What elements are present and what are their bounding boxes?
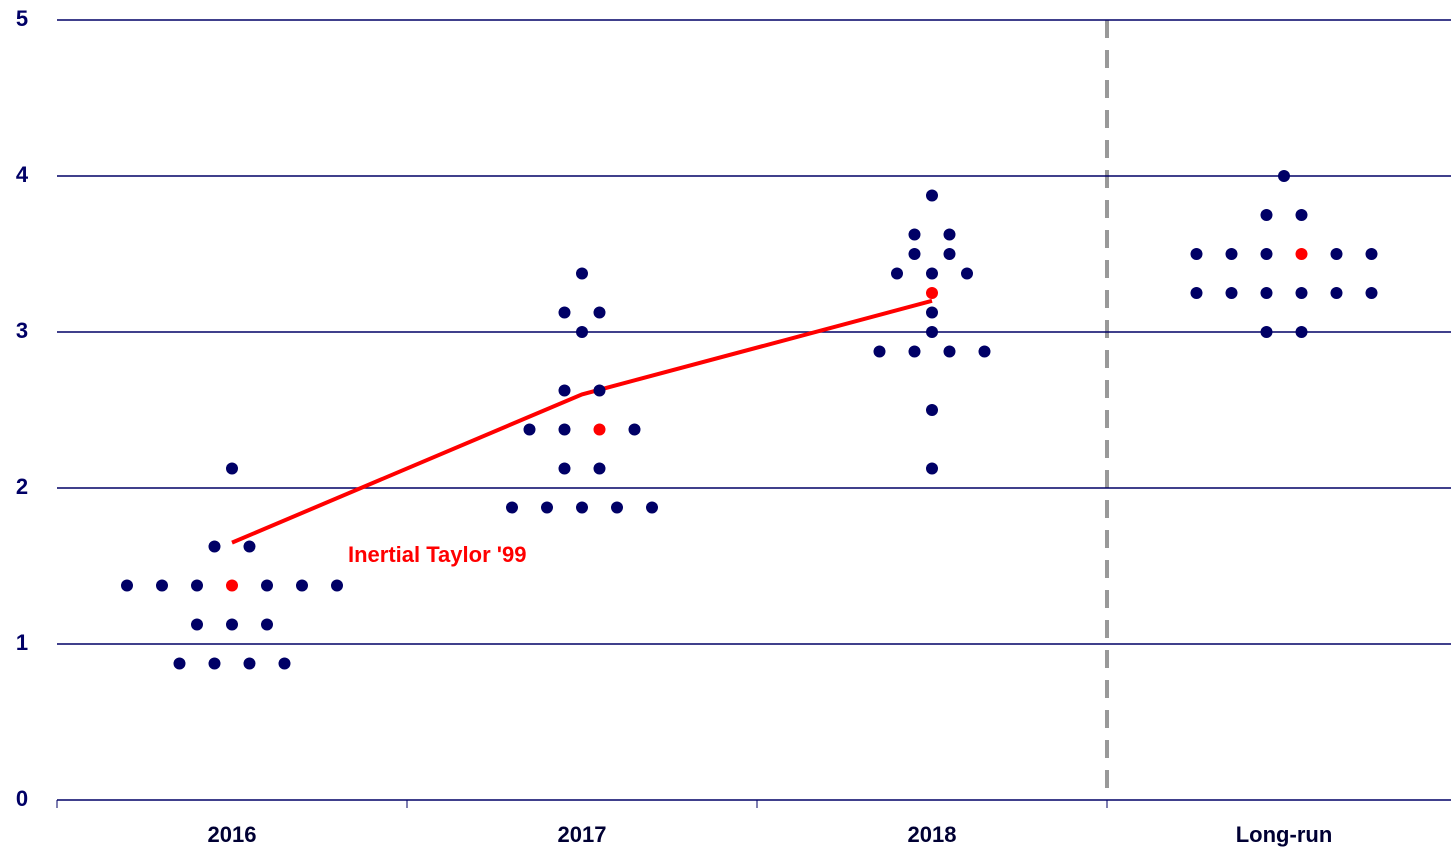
dot: [961, 267, 973, 280]
x-tick-label: Long-run: [1236, 822, 1333, 847]
dot: [243, 540, 256, 553]
y-tick-label: 2: [16, 474, 28, 499]
dot: [243, 657, 256, 670]
dot: [1260, 326, 1273, 338]
dot: [576, 501, 588, 514]
dot: [1260, 248, 1273, 260]
dot: [558, 306, 571, 319]
dot: [926, 189, 938, 202]
dot: [1295, 287, 1308, 299]
y-tick-label: 5: [16, 6, 28, 31]
dot: [926, 326, 938, 338]
dot: [978, 345, 991, 358]
dot: [908, 345, 921, 358]
dot: [1260, 209, 1273, 221]
dot: [156, 579, 168, 592]
dot: [121, 579, 133, 592]
dot: [908, 248, 921, 260]
dot: [226, 618, 238, 631]
dot: [926, 462, 938, 475]
dot: [208, 657, 221, 670]
dot: [943, 345, 956, 358]
y-tick-label: 4: [16, 162, 29, 187]
y-tick-label: 0: [16, 786, 28, 811]
dot: [261, 618, 273, 631]
dot: [943, 248, 956, 260]
dot: [226, 579, 238, 592]
dot: [558, 462, 571, 475]
line-label: Inertial Taylor '99: [348, 542, 526, 567]
dot: [1225, 287, 1238, 299]
rule-line: [231, 298, 933, 545]
y-tick-label: 1: [16, 630, 28, 655]
dot: [593, 384, 606, 397]
dot: [926, 267, 938, 280]
dot: [611, 501, 623, 514]
dot: [261, 579, 273, 592]
dot: [208, 540, 221, 553]
x-tick-label: 2017: [558, 822, 607, 847]
dot: [1365, 287, 1378, 299]
dot: [1225, 248, 1238, 260]
dot: [558, 423, 571, 436]
x-tick-label: 2018: [908, 822, 957, 847]
dot: [191, 618, 203, 631]
dot: [1260, 287, 1273, 299]
dot: [1190, 248, 1203, 260]
dot: [873, 345, 886, 358]
dot: [576, 326, 588, 338]
dot: [1365, 248, 1378, 260]
dot: [1190, 287, 1203, 299]
dot: [646, 501, 658, 514]
dot: [541, 501, 553, 514]
dot: [523, 423, 536, 436]
dot: [226, 462, 238, 475]
dot: [558, 384, 571, 397]
dot: [593, 306, 606, 319]
dot: [506, 501, 518, 514]
x-tick-label: 2016: [208, 822, 257, 847]
dot: [1278, 170, 1290, 182]
y-tick-label: 3: [16, 318, 28, 343]
dot: [1295, 326, 1308, 338]
dot: [926, 306, 938, 319]
dot: [1295, 248, 1308, 260]
dot: [191, 579, 203, 592]
dot: [1330, 287, 1343, 299]
dot: [1330, 248, 1343, 260]
dot: [278, 657, 291, 670]
dot: [1295, 209, 1308, 221]
dot: [173, 657, 186, 670]
dot: [926, 404, 938, 416]
dot: [943, 228, 956, 241]
dot: [576, 267, 588, 280]
dot: [926, 287, 938, 299]
dot: [296, 579, 308, 592]
dot: [891, 267, 903, 280]
dot: [593, 462, 606, 475]
dot: [593, 423, 606, 436]
dot: [331, 579, 343, 592]
dot: [908, 228, 921, 241]
dot: [628, 423, 641, 436]
